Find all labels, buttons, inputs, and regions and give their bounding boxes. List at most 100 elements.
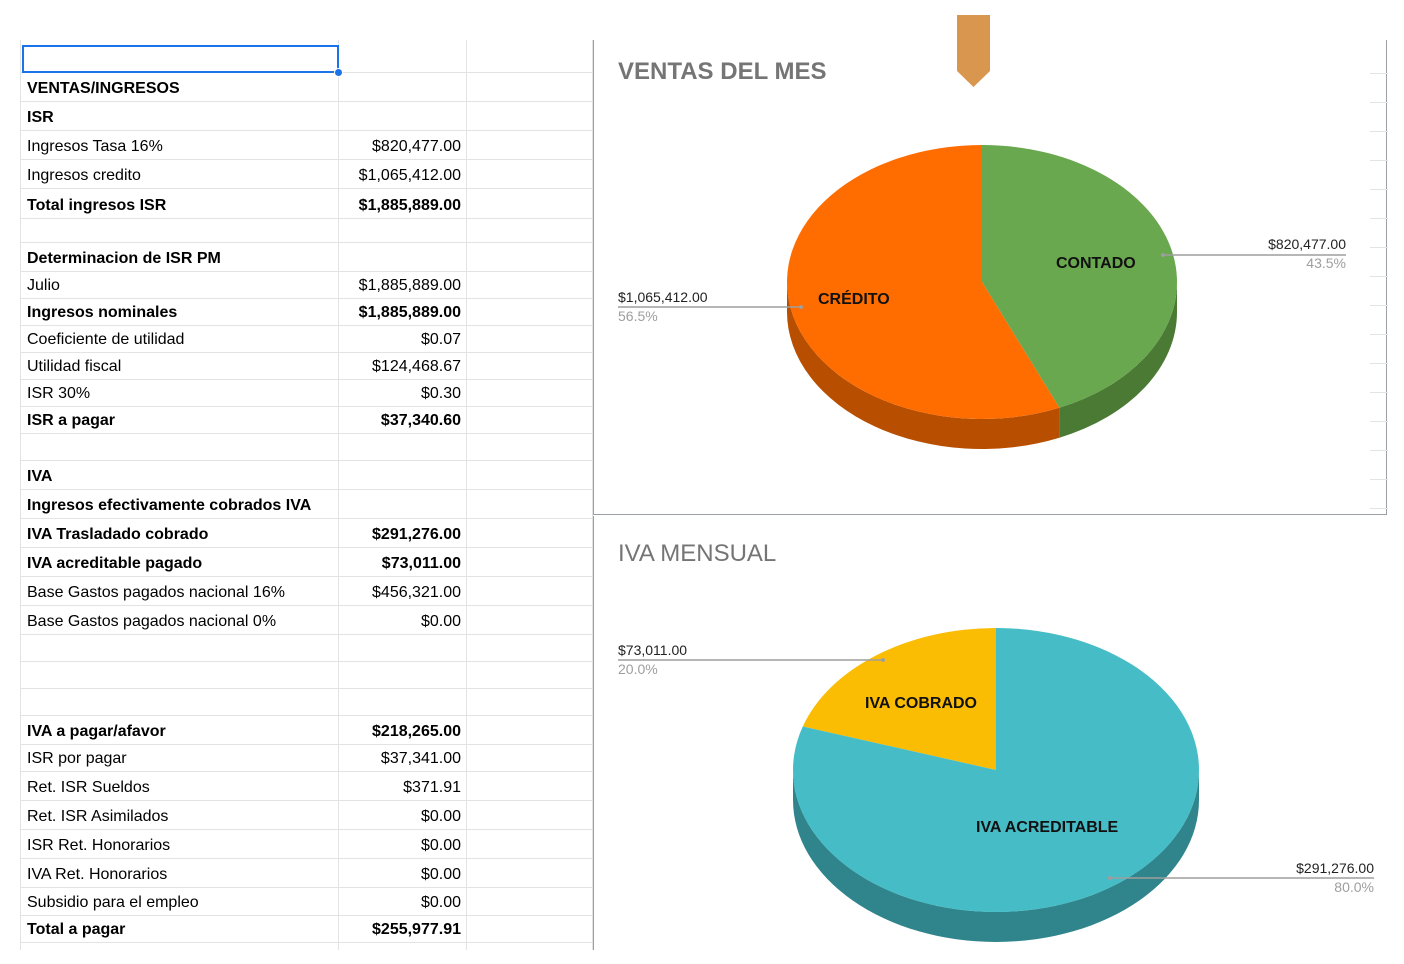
row-label: VENTAS/INGRESOS (27, 80, 180, 97)
row-label: ISR 30% (27, 385, 91, 402)
fill-handle[interactable] (334, 68, 343, 77)
pie-slice-side (793, 770, 1199, 942)
row-value: $124,468.67 (372, 358, 461, 375)
row-label: Base Gastos pagados nacional 16% (27, 584, 285, 601)
grid-line (1370, 73, 1388, 74)
row-value: $371.91 (403, 779, 461, 796)
table-row[interactable]: IVA (20, 461, 593, 490)
table-row[interactable]: Ret. ISR Sueldos $371.91 (20, 772, 593, 801)
row-label: Ret. ISR Sueldos (27, 779, 150, 796)
table-row[interactable]: ISR Ret. Honorarios $0.00 (20, 830, 593, 859)
slice-percent: 80.0% (1334, 879, 1374, 895)
selected-cell[interactable] (22, 45, 339, 73)
table-row[interactable]: Total a pagar $255,977.91 (20, 916, 593, 943)
table-row[interactable]: IVA acreditable pagado $73,011.00 (20, 548, 593, 577)
grid-line (1370, 363, 1388, 364)
table-row[interactable]: Ingresos nominales $1,885,889.00 (20, 299, 593, 326)
table-row[interactable]: Utilidad fiscal $124,468.67 (20, 353, 593, 380)
row-value: $456,321.00 (372, 584, 461, 601)
pie-slice-iva-acreditable[interactable] (793, 628, 1199, 912)
table-row[interactable]: Total ingresos ISR $1,885,889.00 (20, 189, 593, 219)
slice-percent: 20.0% (618, 661, 658, 677)
row-label: ISR (27, 109, 54, 126)
table-row[interactable]: IVA a pagar/afavor $218,265.00 (20, 716, 593, 745)
table-row[interactable]: Determinacion de ISR PM (20, 243, 593, 272)
grid-line (466, 40, 467, 950)
row-label: ISR Ret. Honorarios (27, 837, 171, 854)
table-row[interactable]: Ingresos efectivamente cobrados IVA (20, 490, 593, 519)
pie-slice-contado[interactable] (982, 145, 1177, 408)
row-label: Determinacion de ISR PM (27, 250, 221, 267)
row-label: Ingresos Tasa 16% (27, 138, 163, 155)
grid-line (1370, 131, 1388, 132)
table-row[interactable]: ISR a pagar $37,340.60 (20, 407, 593, 434)
leader-dot (881, 658, 885, 662)
grid-line (1370, 189, 1388, 190)
row-label: Ingresos credito (27, 167, 141, 184)
spreadsheet-grid[interactable]: VENTAS/INGRESOS ISR Ingresos Tasa 16% $820,… (20, 40, 593, 950)
grid-line (1370, 479, 1388, 480)
row-label: Base Gastos pagados nacional 0% (27, 613, 277, 630)
ventas-pie-chart[interactable]: CONTADO $820,477.00 43.5% CRÉDITO $1,065,412… (594, 40, 1388, 515)
pie-slice-side (787, 282, 1060, 450)
slice-value: $73,011.00 (618, 642, 687, 658)
row-value: $0.00 (420, 808, 461, 825)
slice-value: $1,065,412.00 (618, 289, 708, 305)
row-value: $37,341.00 (380, 750, 461, 767)
row-value: $1,065,412.00 (358, 167, 461, 184)
slice-label: IVA ACREDITABLE (976, 819, 1119, 836)
table-row[interactable]: Base Gastos pagados nacional 16% $456,321… (20, 577, 593, 606)
row-value: $73,011.00 (381, 555, 461, 572)
row-label: IVA Trasladado cobrado (27, 526, 209, 543)
grid-line (1370, 392, 1388, 393)
row-label: ISR a pagar (27, 412, 116, 429)
row-label: IVA (27, 468, 53, 485)
table-row[interactable] (20, 635, 593, 662)
grid-line (592, 40, 593, 950)
iva-chart[interactable]: IVA MENSUAL IVA COBRADO $73,011.00 20.0% IV… (593, 516, 1387, 950)
grid-line (1370, 421, 1388, 422)
row-value: $1,885,889.00 (358, 277, 461, 294)
bookmark-icon (957, 15, 990, 87)
table-row[interactable]: ISR por pagar $37,341.00 (20, 745, 593, 772)
table-row[interactable] (20, 689, 593, 716)
leader-dot (1108, 876, 1112, 880)
row-value: $0.07 (420, 331, 461, 348)
table-row[interactable]: Coeficiente de utilidad $0.07 (20, 326, 593, 353)
table-row[interactable] (20, 662, 593, 689)
grid-line (1370, 305, 1388, 306)
slice-value: $291,276.00 (1296, 860, 1374, 876)
grid-line (338, 40, 339, 950)
row-label: Subsidio para el empleo (27, 894, 199, 911)
table-row[interactable]: IVA Ret. Honorarios $0.00 (20, 859, 593, 888)
slice-percent: 43.5% (1306, 255, 1346, 271)
leader-dot (799, 305, 803, 309)
table-row[interactable]: VENTAS/INGRESOS (20, 73, 593, 102)
table-row[interactable]: ISR (20, 102, 593, 131)
row-label: ISR por pagar (27, 750, 127, 767)
chart-title: IVA MENSUAL (618, 540, 777, 567)
row-label: Ingresos nominales (27, 304, 178, 321)
pie-slice-cr-dito[interactable] (787, 145, 1060, 419)
table-row[interactable]: ISR 30% $0.30 (20, 380, 593, 407)
row-value: $0.00 (420, 837, 461, 854)
row-label: Total a pagar (27, 921, 126, 938)
iva-pie-chart[interactable]: IVA COBRADO $73,011.00 20.0% IVA ACREDITABL… (594, 516, 1388, 950)
pie-slice-iva-cobrado[interactable] (802, 628, 996, 770)
ventas-chart[interactable]: VENTAS DEL MES CONTADO $820,477.00 43.5% CR… (593, 40, 1387, 515)
table-row[interactable]: Subsidio para el empleo $0.00 (20, 888, 593, 916)
table-row[interactable]: Base Gastos pagados nacional 0% $0.00 (20, 606, 593, 635)
table-row[interactable]: IVA Trasladado cobrado $291,276.00 (20, 519, 593, 548)
row-label: Ingresos efectivamente cobrados IVA (27, 497, 312, 514)
row-value: $255,977.91 (372, 921, 461, 938)
table-row[interactable] (20, 219, 593, 243)
table-row[interactable]: Ret. ISR Asimilados $0.00 (20, 801, 593, 830)
table-row[interactable]: Ingresos credito $1,065,412.00 (20, 160, 593, 189)
table-row[interactable] (20, 434, 593, 461)
row-label: Julio (27, 277, 60, 294)
table-row[interactable]: Julio $1,885,889.00 (20, 272, 593, 299)
table-row[interactable]: Ingresos Tasa 16% $820,477.00 (20, 131, 593, 160)
row-value: $291,276.00 (372, 526, 461, 543)
row-value: $1,885,889.00 (358, 304, 461, 321)
grid-line (1370, 276, 1388, 277)
